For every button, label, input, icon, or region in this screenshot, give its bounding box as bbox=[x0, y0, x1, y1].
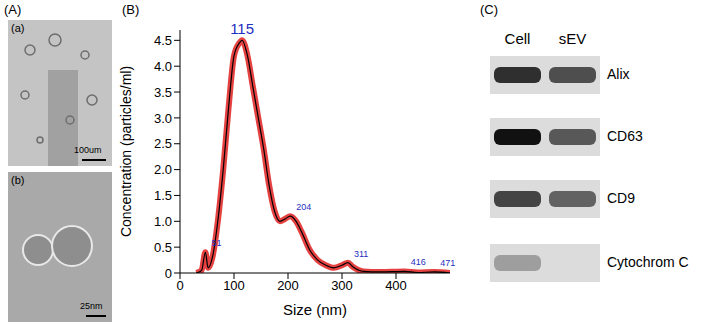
svg-text:115: 115 bbox=[230, 20, 254, 37]
svg-text:3.5: 3.5 bbox=[154, 85, 172, 100]
svg-text:2.0: 2.0 bbox=[154, 162, 172, 177]
svg-text:200: 200 bbox=[277, 278, 299, 293]
html-text:100um: 100um bbox=[74, 145, 102, 155]
html-text:CD63: CD63 bbox=[607, 128, 643, 144]
svg-text:4.5: 4.5 bbox=[154, 33, 172, 48]
svg-text:300: 300 bbox=[331, 278, 353, 293]
svg-text:0: 0 bbox=[176, 278, 183, 293]
html-text:sEV: sEV bbox=[558, 30, 587, 47]
html-text:(a): (a) bbox=[11, 22, 25, 34]
svg-text:400: 400 bbox=[385, 278, 407, 293]
html-text:CD9: CD9 bbox=[607, 190, 635, 206]
html-text:(A): (A) bbox=[4, 2, 22, 17]
svg-text:311: 311 bbox=[354, 249, 368, 259]
svg-text:416: 416 bbox=[411, 257, 426, 267]
html-text:(C): (C) bbox=[480, 2, 498, 17]
svg-text:Concentration (particles/ml): Concentration (particles/ml) bbox=[118, 66, 134, 237]
svg-text:1.5: 1.5 bbox=[154, 188, 172, 203]
svg-text:100: 100 bbox=[223, 278, 245, 293]
svg-text:0.5: 0.5 bbox=[154, 240, 172, 255]
html-text:Alix: Alix bbox=[607, 66, 630, 82]
svg-text:Size (nm): Size (nm) bbox=[283, 301, 347, 318]
html-text:25nm: 25nm bbox=[80, 301, 103, 311]
svg-text:204: 204 bbox=[296, 202, 311, 212]
html-text:Cytochrom C: Cytochrom C bbox=[607, 254, 689, 270]
html-text:(b): (b) bbox=[11, 174, 25, 186]
svg-text:471: 471 bbox=[440, 258, 455, 268]
svg-text:0: 0 bbox=[165, 266, 172, 281]
html-text:Cell: Cell bbox=[504, 30, 531, 47]
svg-text:2.5: 2.5 bbox=[154, 136, 172, 151]
svg-text:1.0: 1.0 bbox=[154, 214, 172, 229]
svg-text:51: 51 bbox=[211, 238, 221, 248]
html-text:(B): (B) bbox=[122, 2, 140, 17]
svg-text:3.0: 3.0 bbox=[154, 111, 172, 126]
svg-text:4.0: 4.0 bbox=[154, 59, 172, 74]
